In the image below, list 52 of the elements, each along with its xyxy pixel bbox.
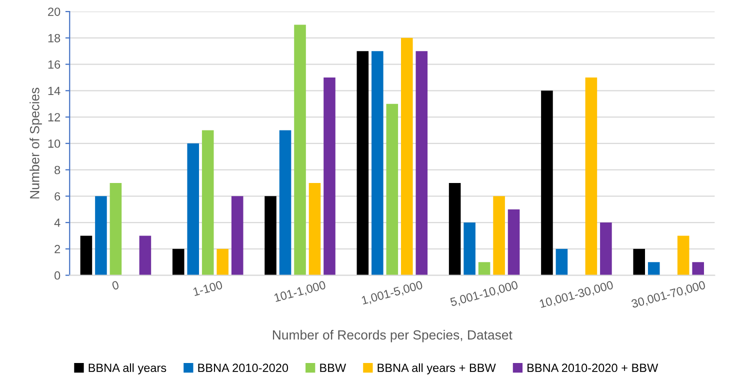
legend-label: BBW bbox=[320, 364, 346, 372]
bar bbox=[416, 51, 428, 276]
bar bbox=[202, 130, 214, 276]
bar bbox=[80, 236, 92, 276]
bar bbox=[110, 182, 122, 276]
legend-label: BBNA all years + BBW bbox=[378, 363, 496, 374]
bar bbox=[448, 182, 461, 276]
bar bbox=[401, 38, 413, 276]
y-tick-label: 18 bbox=[48, 34, 60, 42]
bar bbox=[187, 143, 200, 276]
bar bbox=[648, 262, 660, 276]
bar bbox=[264, 196, 276, 276]
bar bbox=[386, 104, 398, 276]
bar bbox=[464, 222, 476, 276]
y-tick-label: 10 bbox=[48, 139, 60, 148]
bar bbox=[585, 77, 598, 276]
bar bbox=[231, 196, 244, 276]
bar bbox=[541, 90, 553, 276]
bar bbox=[493, 196, 505, 276]
y-tick-label: 2 bbox=[54, 244, 60, 254]
bar bbox=[172, 248, 184, 276]
bar bbox=[372, 51, 384, 276]
y-tick-label: 20 bbox=[48, 8, 60, 16]
bar bbox=[600, 222, 612, 276]
legend-label: BBNA 2010-2020 + BBW bbox=[528, 364, 658, 372]
bar bbox=[308, 182, 321, 276]
bar bbox=[356, 51, 369, 276]
x-tick-label: 1-100 bbox=[192, 280, 223, 296]
legend-label: BBNA 2010-2020 bbox=[198, 364, 288, 372]
bar bbox=[677, 236, 690, 276]
y-tick-label: 4 bbox=[54, 218, 60, 227]
y-tick-label: 16 bbox=[48, 60, 60, 69]
y-tick-label: 12 bbox=[48, 113, 60, 122]
y-axis-title: Number of Species bbox=[30, 88, 42, 198]
y-tick-label: 6 bbox=[54, 192, 60, 201]
bar bbox=[294, 24, 306, 276]
legend-label: BBNA all years bbox=[88, 363, 166, 374]
x-axis-title: Number of Records per Species, Dataset bbox=[272, 330, 512, 342]
bar bbox=[508, 209, 520, 276]
y-tick-label: 0 bbox=[54, 271, 60, 280]
y-tick-label: 14 bbox=[48, 86, 60, 95]
x-tick-label: 0 bbox=[112, 280, 120, 290]
bar bbox=[633, 248, 646, 276]
bar bbox=[324, 77, 336, 276]
bar bbox=[279, 130, 292, 276]
bar bbox=[139, 236, 152, 276]
bar bbox=[556, 248, 568, 276]
y-tick-label: 8 bbox=[54, 166, 60, 174]
bar bbox=[692, 262, 704, 276]
bar bbox=[478, 262, 490, 276]
bar bbox=[216, 248, 228, 276]
bar bbox=[95, 196, 107, 276]
